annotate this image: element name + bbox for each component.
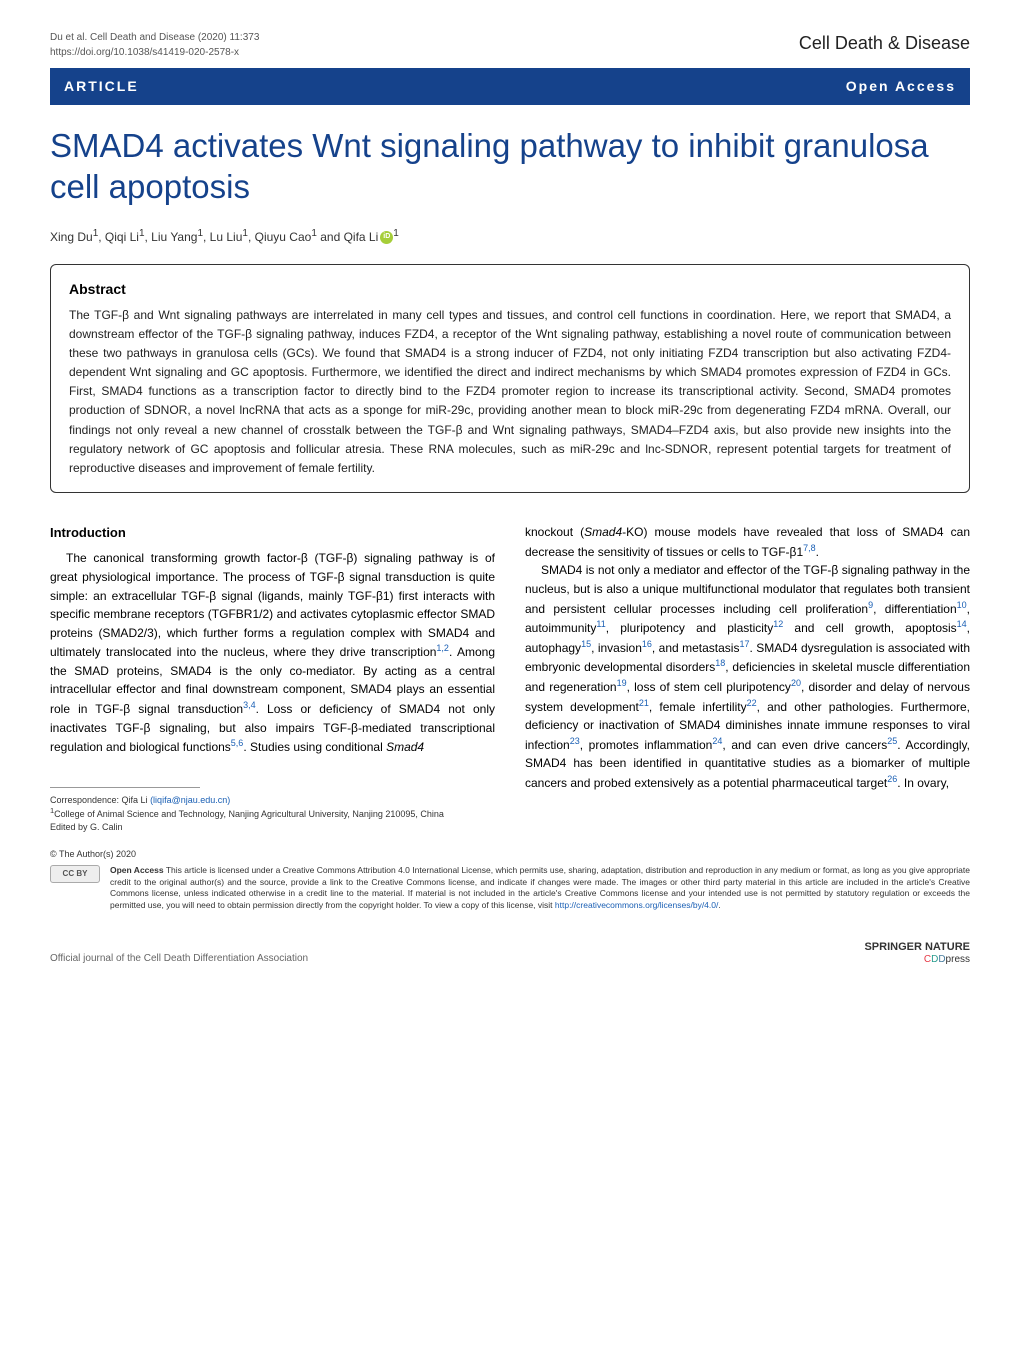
footer-divider	[50, 787, 200, 788]
text-fragment: . In ovary,	[897, 776, 949, 790]
ref-link[interactable]: 21	[639, 698, 649, 708]
official-journal-text: Official journal of the Cell Death Diffe…	[50, 951, 308, 966]
ref-link[interactable]: 24	[712, 736, 722, 746]
journal-name: Cell Death & Disease	[799, 30, 970, 57]
license-bold: Open Access	[110, 865, 164, 875]
text-fragment: , invasion	[591, 641, 642, 655]
copyright-line: © The Author(s) 2020	[50, 848, 970, 862]
cdd-press-logo: CDDpress	[864, 954, 970, 966]
page-header: Du et al. Cell Death and Disease (2020) …	[50, 30, 970, 60]
citation-block: Du et al. Cell Death and Disease (2020) …	[50, 30, 259, 60]
license-end: .	[718, 900, 720, 910]
affil-sup: 1	[393, 228, 399, 239]
ref-link[interactable]: 16	[642, 639, 652, 649]
abstract-box: Abstract The TGF-β and Wnt signaling pat…	[50, 264, 970, 494]
text-fragment: , differentiation	[873, 602, 957, 616]
orcid-icon[interactable]	[380, 231, 393, 244]
text-fragment: and cell growth	[783, 621, 891, 635]
gene-italic: Smad4	[386, 740, 424, 754]
ref-link[interactable]: 25	[887, 736, 897, 746]
ref-link[interactable]: 3,4	[243, 700, 256, 710]
author-2: , Qiqi Li	[98, 230, 139, 244]
article-type-bar: ARTICLE Open Access	[50, 68, 970, 105]
springer-nature-text: SPRINGER NATURE	[864, 941, 970, 954]
text-fragment: , apoptosis	[891, 621, 957, 635]
ref-link[interactable]: 11	[596, 619, 605, 629]
author-3: , Liu Yang	[145, 230, 198, 244]
author-6: and Qifa Li	[317, 230, 378, 244]
text-fragment: , loss of stem cell pluripotency	[627, 680, 791, 694]
intro-paragraph-1: The canonical transforming growth factor…	[50, 549, 495, 757]
ref-link[interactable]: 23	[570, 736, 580, 746]
email-link[interactable]: (liqifa@njau.edu.cn)	[150, 795, 230, 805]
correspondence-label: Correspondence: Qifa Li	[50, 795, 150, 805]
ref-link[interactable]: 14	[957, 619, 967, 629]
author-4: , Lu Liu	[203, 230, 242, 244]
text-fragment: .	[816, 545, 819, 559]
authors-list: Xing Du1, Qiqi Li1, Liu Yang1, Lu Liu1, …	[50, 226, 970, 246]
gene-italic: Smad4	[584, 525, 622, 539]
affiliation-line: 1College of Animal Science and Technolog…	[50, 806, 495, 821]
col2-paragraph-1: knockout (Smad4-KO) mouse models have re…	[525, 523, 970, 561]
ref-link[interactable]: 22	[747, 698, 757, 708]
ref-link[interactable]: 10	[957, 600, 967, 610]
column-left: Introduction The canonical transforming …	[50, 523, 495, 833]
article-label: ARTICLE	[64, 76, 139, 97]
author-5: , Qiuyu Cao	[248, 230, 311, 244]
col2-paragraph-2: SMAD4 is not only a mediator and effecto…	[525, 561, 970, 792]
text-fragment: , pluripotency and plasticity	[606, 621, 774, 635]
cdd-d2: D	[938, 954, 945, 965]
abstract-heading: Abstract	[69, 279, 951, 300]
ref-link[interactable]: 26	[887, 774, 897, 784]
text-fragment: , and can even drive cancers	[722, 738, 887, 752]
correspondence-footer: Correspondence: Qifa Li (liqifa@njau.edu…	[50, 787, 495, 834]
abstract-text: The TGF-β and Wnt signaling pathways are…	[69, 306, 951, 479]
cdd-c: C	[924, 954, 931, 965]
ref-link[interactable]: 1,2	[436, 643, 449, 653]
text-fragment: , and metastasis	[652, 641, 740, 655]
cc-by-badge-icon: CC BY	[50, 865, 100, 883]
article-title: SMAD4 activates Wnt signaling pathway to…	[50, 125, 970, 208]
text-fragment: , promotes inflammation	[580, 738, 713, 752]
cdd-press-word: press	[946, 954, 970, 965]
ref-link[interactable]: 19	[617, 678, 627, 688]
ref-link[interactable]: 20	[791, 678, 801, 688]
ref-link[interactable]: 5,6	[231, 738, 244, 748]
text-fragment: The canonical transforming growth factor…	[50, 551, 495, 659]
page-footer: Official journal of the Cell Death Diffe…	[50, 941, 970, 966]
ref-link[interactable]: 7,8	[803, 543, 816, 553]
affiliation-text: College of Animal Science and Technology…	[54, 809, 444, 819]
open-access-label: Open Access	[846, 76, 956, 97]
text-fragment: . Studies using conditional	[243, 740, 386, 754]
ref-link[interactable]: 12	[773, 619, 783, 629]
ref-link[interactable]: 18	[715, 658, 725, 668]
license-body: This article is licensed under a Creativ…	[110, 865, 970, 909]
text-fragment: knockout (	[525, 525, 584, 539]
ref-link[interactable]: 17	[739, 639, 749, 649]
citation-line-2: https://doi.org/10.1038/s41419-020-2578-…	[50, 45, 259, 60]
author-1: Xing Du	[50, 230, 93, 244]
introduction-heading: Introduction	[50, 523, 495, 543]
license-box: CC BY Open Access This article is licens…	[50, 865, 970, 911]
license-link[interactable]: http://creativecommons.org/licenses/by/4…	[555, 900, 718, 910]
body-columns: Introduction The canonical transforming …	[50, 523, 970, 833]
license-text: Open Access This article is licensed und…	[110, 865, 970, 911]
edited-by: Edited by G. Calin	[50, 821, 495, 834]
column-right: knockout (Smad4-KO) mouse models have re…	[525, 523, 970, 833]
ref-link[interactable]: 15	[581, 639, 591, 649]
correspondence-line: Correspondence: Qifa Li (liqifa@njau.edu…	[50, 794, 495, 807]
text-fragment: , female infertility	[649, 700, 747, 714]
publisher-logo: SPRINGER NATURE CDDpress	[864, 941, 970, 966]
citation-line-1: Du et al. Cell Death and Disease (2020) …	[50, 30, 259, 45]
